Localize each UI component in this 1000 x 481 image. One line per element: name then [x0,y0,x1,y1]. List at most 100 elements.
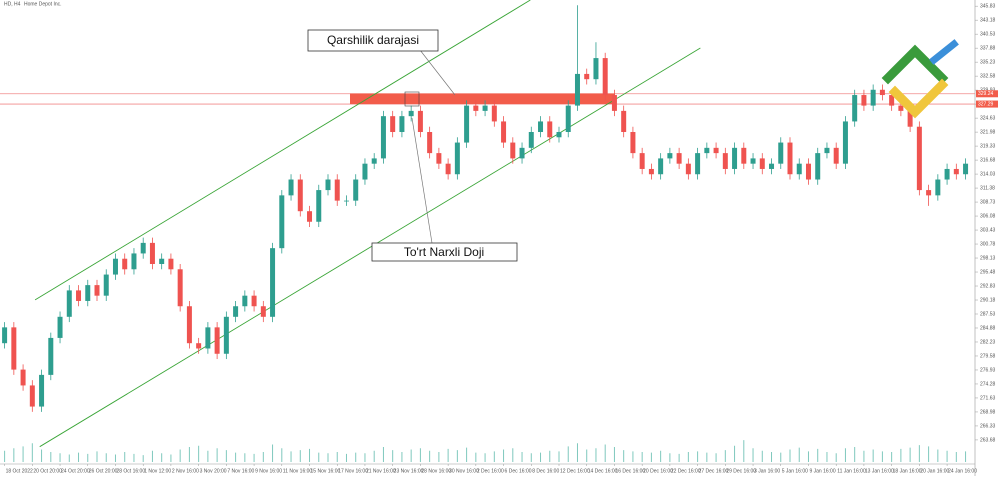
x-tick-label: 6 Dec 16:00 [505,468,532,474]
candle-body [205,327,211,349]
candle-body [574,73,580,106]
candle-body [648,168,654,175]
y-tick-label: 335.23 [980,59,996,65]
y-tick-label: 321.98 [980,129,996,135]
candle-body [85,285,91,301]
x-tick-label: 12 Dec 16:00 [560,468,590,474]
y-tick-label: 340.53 [980,31,996,37]
callout-text: Qarshilik darajasi [327,33,419,47]
candle-body [316,190,322,222]
x-tick-label: 18 Oct 2022 [6,468,33,474]
candle-body [334,179,340,201]
trend-line [39,47,701,448]
candle-body [621,110,627,132]
y-tick-label: 263.68 [980,437,996,443]
candle-body [667,153,673,159]
candle-body [722,153,728,169]
candle-body [852,95,858,122]
y-tick-label: 319.33 [980,143,996,149]
y-tick-label: 337.88 [980,45,996,51]
candle-body [427,132,433,154]
y-tick-label: 292.83 [980,283,996,289]
x-tick-label: 29 Dec 16:00 [726,468,756,474]
candle-body [20,369,26,386]
x-tick-label: 16 Dec 16:00 [615,468,645,474]
candle-body [464,105,470,143]
candle-body [343,200,349,202]
candle-body [907,110,913,127]
candle-body [149,242,155,264]
price-tag-label: 329.24 [978,91,994,97]
y-tick-label: 276.93 [980,367,996,373]
candle-body [805,163,811,180]
y-tick-label: 287.53 [980,311,996,317]
trend-line [34,0,531,301]
y-tick-label: 266.33 [980,423,996,429]
candle-body [380,116,386,159]
x-tick-label: 5 Jan 16:00 [782,468,808,474]
candle-body [510,142,516,159]
candle-body [732,147,738,169]
candle-body [103,274,109,296]
y-tick-label: 284.88 [980,325,996,331]
callout-line [419,49,456,96]
candle-body [242,295,248,307]
candle-body [2,327,8,344]
candle-body [879,89,885,96]
candle-body [307,211,313,222]
candle-body [519,147,525,159]
candle-body [565,105,571,132]
x-tick-label: 28 Oct 16:00 [116,468,145,474]
x-tick-label: 22 Dec 16:00 [671,468,701,474]
logo-yellow [888,78,949,119]
resistance-zone [350,93,615,105]
candle-body [639,153,645,169]
y-tick-label: 314.03 [980,171,996,177]
x-tick-label: 9 Nov 16:00 [255,468,282,474]
x-tick-label: 24 Oct 20:00 [61,468,90,474]
candle-body [815,153,821,180]
y-tick-label: 274.28 [980,381,996,387]
candle-body [436,153,442,164]
candle-body [48,337,54,375]
callout-text: To'rt Narxli Doji [404,245,484,259]
candle-body [704,147,710,154]
x-tick-label: 15 Nov 16:00 [311,468,341,474]
y-tick-label: 324.63 [980,115,996,121]
x-tick-label: 24 Jan 16:00 [948,468,977,474]
candle-body [861,95,867,106]
candle-body [630,132,636,154]
x-tick-label: 23 Nov 16:00 [394,468,424,474]
candle-body [750,158,756,164]
candle-body [454,142,460,175]
candle-body [66,290,72,317]
candle-body [233,306,239,317]
x-tick-label: 20 Dec 16:00 [643,468,673,474]
y-tick-label: 303.43 [980,227,996,233]
candle-body [898,105,904,111]
candle-body [787,142,793,175]
y-tick-label: 345.83 [980,4,996,10]
candle-body [482,105,488,111]
candle-body [408,110,414,117]
x-tick-label: 11 Jan 16:00 [837,468,866,474]
logo-green [881,44,949,85]
candle-body [769,163,775,169]
doji-highlight [404,91,420,107]
y-tick-label: 295.48 [980,269,996,275]
x-tick-label: 8 Dec 16:00 [532,468,559,474]
y-tick-label: 268.98 [980,409,996,415]
y-tick-label: 311.38 [980,185,995,191]
y-tick-label: 282.23 [980,339,996,345]
x-tick-label: 14 Dec 16:00 [588,468,618,474]
candle-body [353,179,359,201]
candle-body [842,121,848,164]
y-tick-label: 343.18 [980,17,996,23]
callout-box [307,29,439,52]
candle-body [196,343,202,349]
x-tick-label: 2 Dec 16:00 [477,468,504,474]
candle-body [593,58,599,80]
candle-body [676,153,682,164]
candle-body [122,258,128,270]
